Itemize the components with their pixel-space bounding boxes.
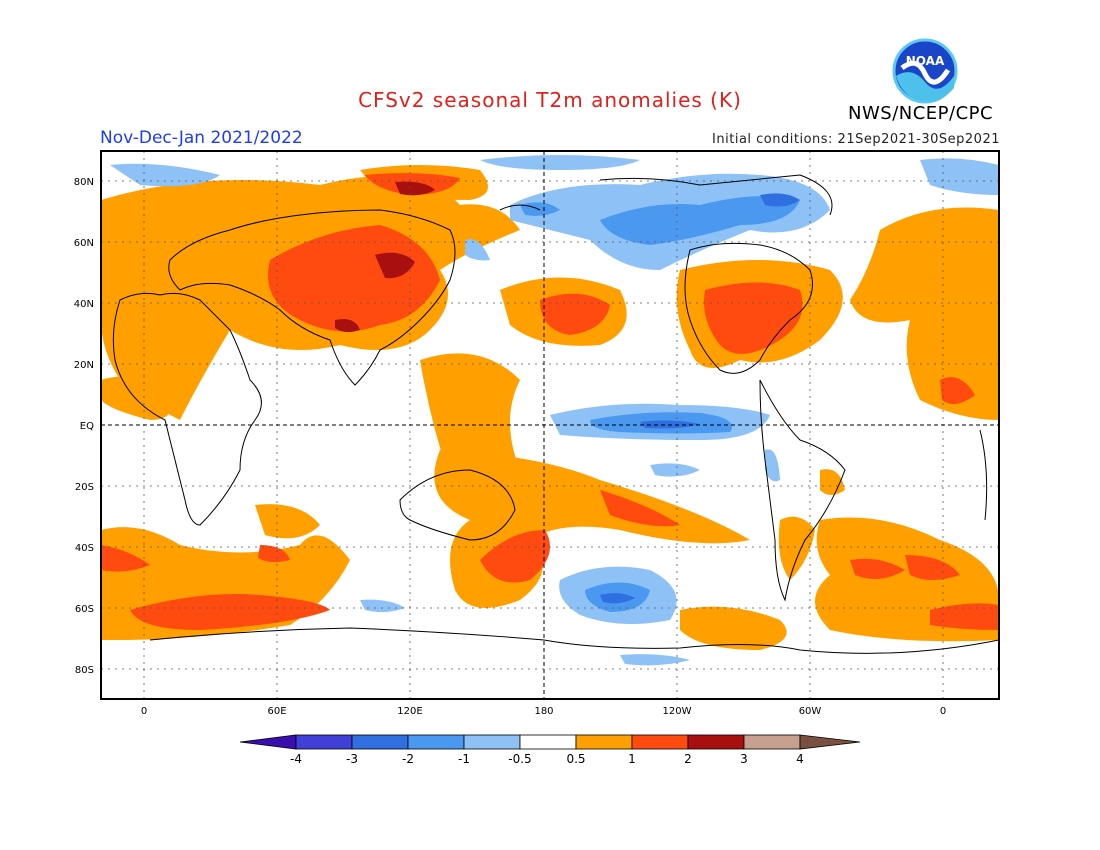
lat-label: 80S — [75, 665, 94, 676]
colorbar-swatch — [519, 734, 577, 750]
noaa-logo-text: NOAA — [906, 54, 945, 68]
longitude-labels: 0 60E 120E 180 120W 60W 0 — [141, 706, 946, 717]
lon-label: 120E — [397, 706, 422, 717]
very-strong-warm-anomaly-layer — [335, 181, 435, 333]
anomaly-field — [101, 151, 999, 699]
colorbar-swatch — [463, 734, 521, 750]
lat-label: 20N — [74, 360, 94, 371]
graticule — [101, 151, 999, 699]
colorbar-label: -3 — [346, 752, 358, 766]
strong-warm-anomaly-layer — [101, 173, 999, 630]
lon-label: 60E — [267, 706, 286, 717]
colorbar-label: 3 — [740, 752, 748, 766]
lat-label: 80N — [74, 177, 94, 188]
coastlines — [112, 174, 999, 654]
colorbar-labels: -4 -3 -2 -1 -0.5 0.5 1 2 3 4 — [290, 752, 804, 766]
lon-label: 0 — [141, 706, 147, 717]
colorbar-swatch — [799, 734, 861, 750]
colorbar-swatch — [631, 734, 689, 750]
lon-label: 60W — [799, 706, 822, 717]
lat-label: 20S — [75, 482, 94, 493]
colorbar-swatch — [295, 734, 353, 750]
latitude-labels: 80N 60N 40N 20N EQ 20S 40S 60S 80S — [74, 177, 94, 676]
lon-label: 120W — [663, 706, 692, 717]
colorbar-label: 1 — [628, 752, 636, 766]
lat-label: 60N — [74, 238, 94, 249]
colorbar-label: -0.5 — [508, 752, 531, 766]
map-frame — [100, 150, 1000, 700]
agency-label: NWS/NCEP/CPC — [848, 103, 994, 124]
map-title: CFSv2 seasonal T2m anomalies (K) — [358, 88, 742, 112]
colorbar-swatch — [687, 734, 745, 750]
lat-label: 60S — [75, 604, 94, 615]
lat-label: 40S — [75, 543, 94, 554]
colorbar — [239, 734, 861, 750]
colorbar-swatch — [351, 734, 409, 750]
colorbar-label: -2 — [402, 752, 414, 766]
lon-label: 0 — [940, 706, 946, 717]
season-label: Nov-Dec-Jan 2021/2022 — [100, 128, 303, 148]
lat-label: EQ — [80, 421, 94, 432]
initial-conditions-label: Initial conditions: 21Sep2021-30Sep2021 — [712, 132, 1000, 147]
equator-and-dateline — [101, 151, 999, 699]
colorbar-swatch — [239, 734, 297, 750]
colorbar-label: 4 — [796, 752, 804, 766]
lat-label: 40N — [74, 299, 94, 310]
noaa-logo: NOAA — [892, 38, 958, 104]
lon-label: 180 — [534, 706, 553, 717]
colorbar-swatch — [575, 734, 633, 750]
colorbar-swatch — [407, 734, 465, 750]
colorbar-label: -1 — [458, 752, 470, 766]
colorbar-swatch — [743, 734, 801, 750]
colorbar-label: -4 — [290, 752, 302, 766]
very-strong-cool-anomaly-layer — [600, 193, 800, 604]
colorbar-label: 0.5 — [566, 752, 585, 766]
colorbar-label: 2 — [684, 752, 692, 766]
